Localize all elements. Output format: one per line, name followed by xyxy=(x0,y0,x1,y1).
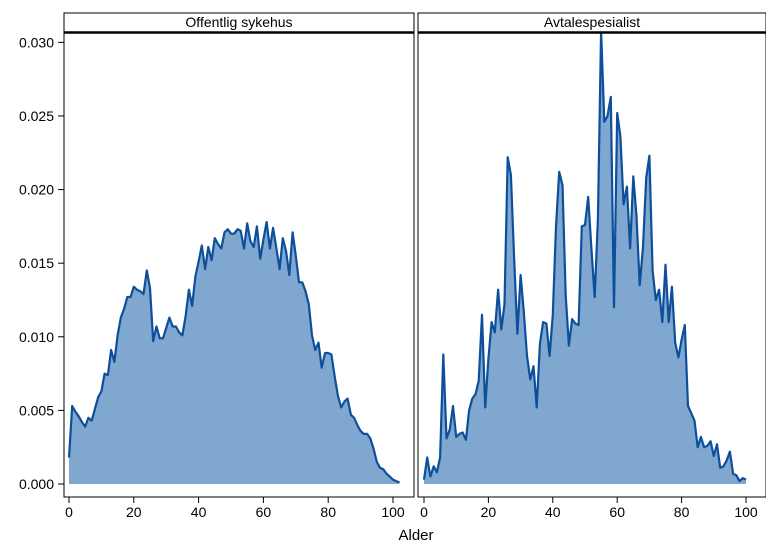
x-tick-label: 0 xyxy=(420,504,428,520)
density-line xyxy=(422,29,747,483)
y-tick-label: 0.030 xyxy=(19,34,54,50)
y-tick-label: 0.000 xyxy=(19,476,54,492)
y-tick-label: 0.025 xyxy=(19,108,54,124)
panel-title: Offentlig sykehus xyxy=(185,14,292,30)
density-fill xyxy=(69,222,400,484)
y-tick-label: 0.020 xyxy=(19,182,54,198)
x-tick-label: 100 xyxy=(381,504,405,520)
panel-offentlig-sykehus: Offentlig sykehus xyxy=(63,12,415,498)
x-tick-label: 20 xyxy=(481,504,497,520)
y-tick-label: 0.010 xyxy=(19,329,54,345)
x-tick-label: 0 xyxy=(65,504,73,520)
density-area-offentlig-sykehus xyxy=(67,220,400,484)
x-tick-label: 80 xyxy=(320,504,336,520)
x-tick-label: 100 xyxy=(734,504,758,520)
density-fill xyxy=(424,30,746,484)
x-axis-left: 0 20 40 60 80 100 xyxy=(65,497,405,520)
panel-title: Avtalespesialist xyxy=(544,14,640,30)
density-area-avtalespesialist xyxy=(422,29,747,484)
y-tick-label: 0.015 xyxy=(19,255,54,271)
x-axis-right: 0 20 40 60 80 100 xyxy=(420,497,758,520)
x-tick-label: 40 xyxy=(545,504,561,520)
x-tick-label: 40 xyxy=(191,504,207,520)
panel-avtalespesialist: Avtalespesialist xyxy=(417,12,766,498)
x-axis-label: Alder xyxy=(398,527,433,543)
density-line xyxy=(67,220,400,484)
y-axis: 0.000 0.005 0.010 0.015 0.020 0.025 0.030 xyxy=(19,34,64,492)
x-tick-label: 80 xyxy=(674,504,690,520)
y-tick-label: 0.005 xyxy=(19,402,54,418)
x-tick-label: 20 xyxy=(126,504,142,520)
x-tick-label: 60 xyxy=(256,504,272,520)
x-tick-label: 60 xyxy=(609,504,625,520)
